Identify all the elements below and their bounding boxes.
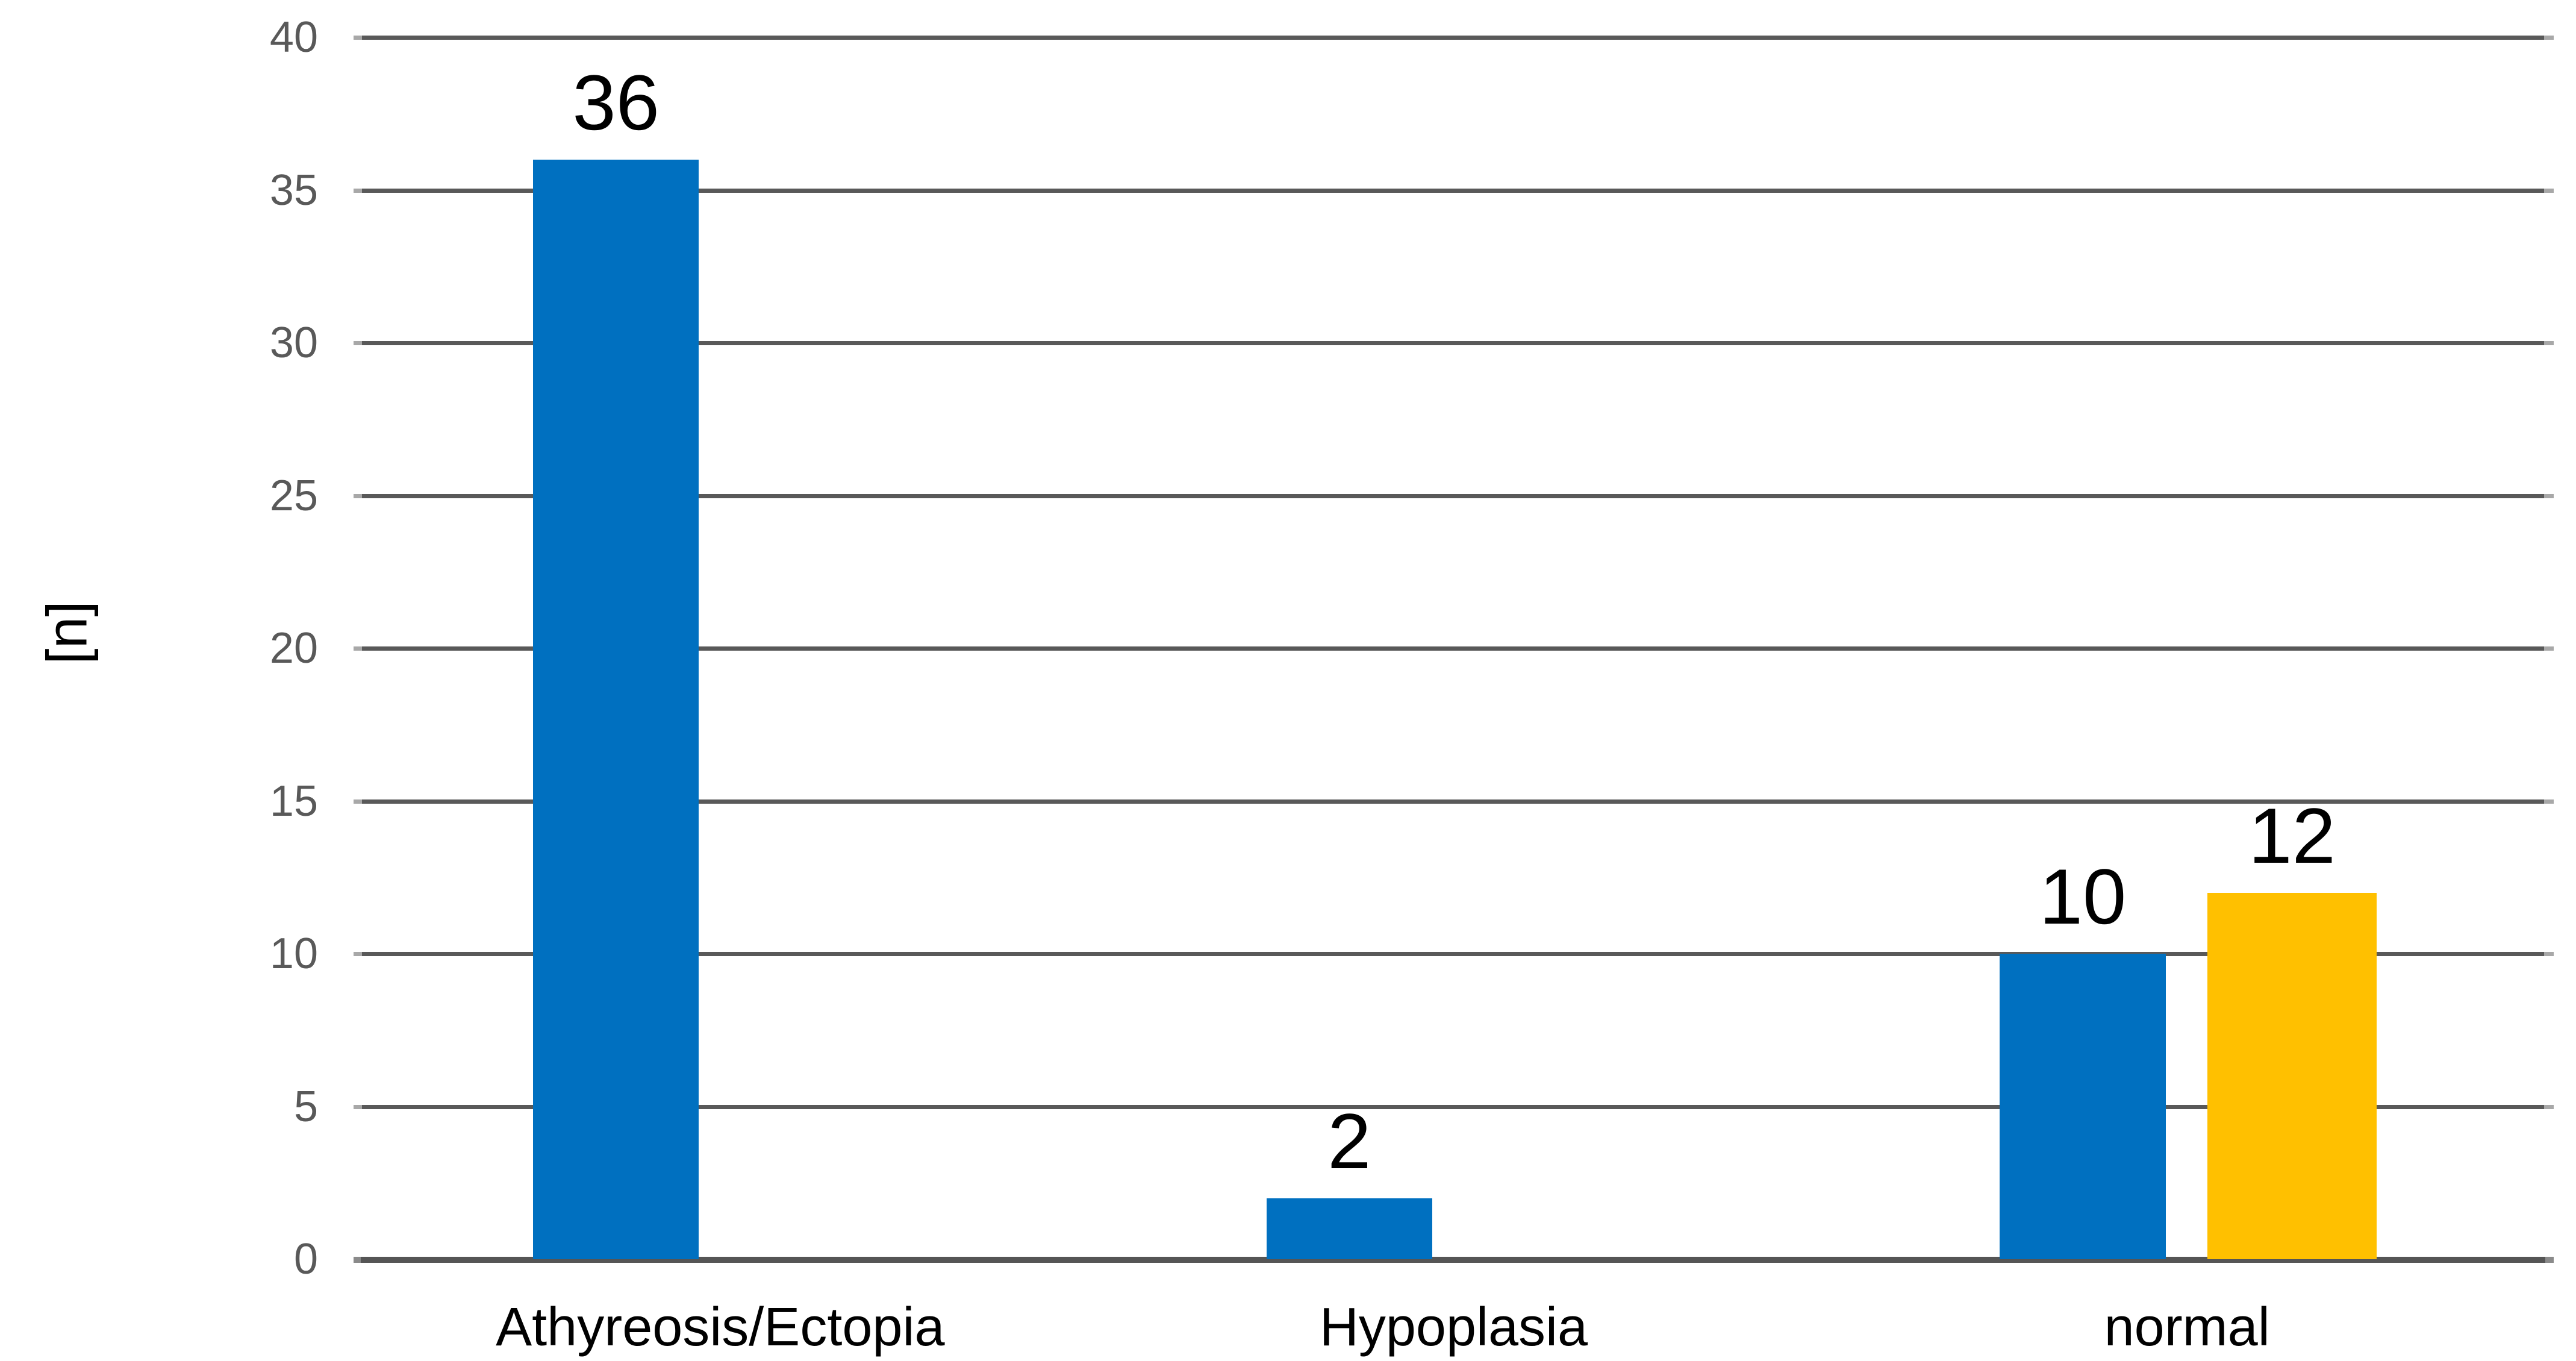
gridline [354, 646, 2554, 651]
bar-series-yellow [2207, 892, 2377, 1259]
bar-series-blue [1266, 1198, 1433, 1259]
bar-series-blue [532, 159, 699, 1259]
y-tick-label: 5 [293, 1082, 318, 1131]
gridline [354, 1104, 2554, 1109]
y-tick-label: 25 [269, 471, 318, 520]
bar-value-label: 2 [1327, 1097, 1371, 1185]
category-label: Athyreosis/Ectopia [496, 1297, 945, 1357]
gridline [354, 36, 2554, 40]
y-tick-label: 10 [269, 930, 318, 978]
y-tick-label: 15 [269, 777, 318, 825]
gridline [354, 493, 2554, 498]
category-label: Hypoplasia [1319, 1297, 1588, 1357]
gridline [354, 188, 2554, 193]
bar-value-label: 10 [2039, 853, 2127, 940]
category-label: normal [2104, 1297, 2270, 1357]
gridline [354, 952, 2554, 956]
gridline [354, 341, 2554, 345]
y-tick-label: 30 [269, 319, 318, 367]
bar-value-label: 12 [2248, 791, 2336, 880]
bar-value-label: 36 [572, 58, 660, 146]
y-tick-label: 40 [269, 13, 318, 61]
gridline [354, 799, 2554, 804]
y-tick-label: 35 [269, 166, 318, 214]
y-tick-label: 0 [293, 1235, 318, 1283]
y-tick-label: 20 [269, 624, 318, 672]
bar-series-blue [2000, 954, 2166, 1259]
plot-area: 36 2 10 12 [354, 36, 2554, 1263]
x-axis-baseline [354, 1257, 2554, 1263]
